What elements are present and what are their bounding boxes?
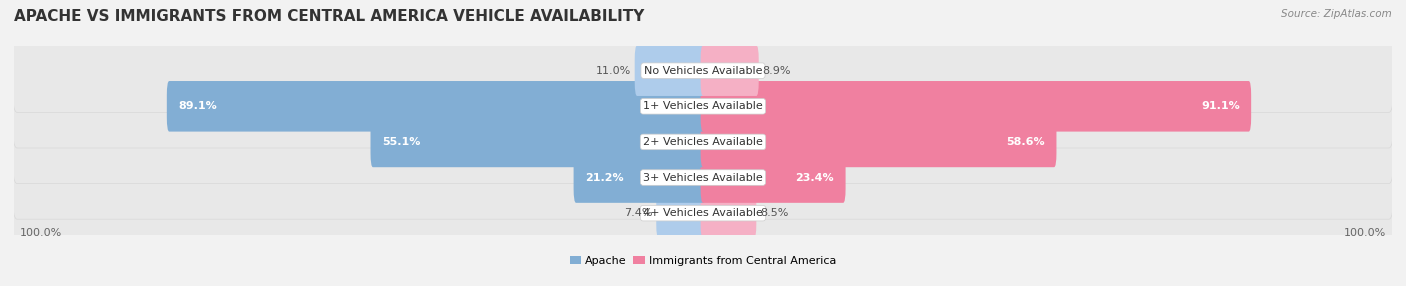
Legend: Apache, Immigrants from Central America: Apache, Immigrants from Central America xyxy=(565,251,841,271)
FancyBboxPatch shape xyxy=(13,172,1393,255)
Text: 55.1%: 55.1% xyxy=(382,137,420,147)
Text: APACHE VS IMMIGRANTS FROM CENTRAL AMERICA VEHICLE AVAILABILITY: APACHE VS IMMIGRANTS FROM CENTRAL AMERIC… xyxy=(14,9,644,23)
FancyBboxPatch shape xyxy=(634,45,706,96)
Text: 11.0%: 11.0% xyxy=(596,66,631,76)
FancyBboxPatch shape xyxy=(700,117,1056,167)
Text: 23.4%: 23.4% xyxy=(796,172,834,182)
FancyBboxPatch shape xyxy=(700,188,756,239)
Text: 3+ Vehicles Available: 3+ Vehicles Available xyxy=(643,172,763,182)
FancyBboxPatch shape xyxy=(574,152,706,203)
FancyBboxPatch shape xyxy=(371,117,706,167)
Text: 2+ Vehicles Available: 2+ Vehicles Available xyxy=(643,137,763,147)
FancyBboxPatch shape xyxy=(700,152,845,203)
Text: 91.1%: 91.1% xyxy=(1201,101,1240,111)
Text: 89.1%: 89.1% xyxy=(179,101,217,111)
Text: 100.0%: 100.0% xyxy=(20,228,62,238)
Text: 8.9%: 8.9% xyxy=(762,66,790,76)
FancyBboxPatch shape xyxy=(700,45,759,96)
FancyBboxPatch shape xyxy=(657,188,706,239)
Text: Source: ZipAtlas.com: Source: ZipAtlas.com xyxy=(1281,9,1392,19)
FancyBboxPatch shape xyxy=(167,81,706,132)
FancyBboxPatch shape xyxy=(13,100,1393,184)
Text: 7.4%: 7.4% xyxy=(624,208,652,218)
Text: 8.5%: 8.5% xyxy=(759,208,789,218)
Text: 21.2%: 21.2% xyxy=(585,172,624,182)
Text: 4+ Vehicles Available: 4+ Vehicles Available xyxy=(643,208,763,218)
Text: 58.6%: 58.6% xyxy=(1007,137,1045,147)
FancyBboxPatch shape xyxy=(13,136,1393,219)
Text: 1+ Vehicles Available: 1+ Vehicles Available xyxy=(643,101,763,111)
FancyBboxPatch shape xyxy=(13,65,1393,148)
Text: No Vehicles Available: No Vehicles Available xyxy=(644,66,762,76)
Text: 100.0%: 100.0% xyxy=(1344,228,1386,238)
FancyBboxPatch shape xyxy=(700,81,1251,132)
FancyBboxPatch shape xyxy=(13,29,1393,112)
